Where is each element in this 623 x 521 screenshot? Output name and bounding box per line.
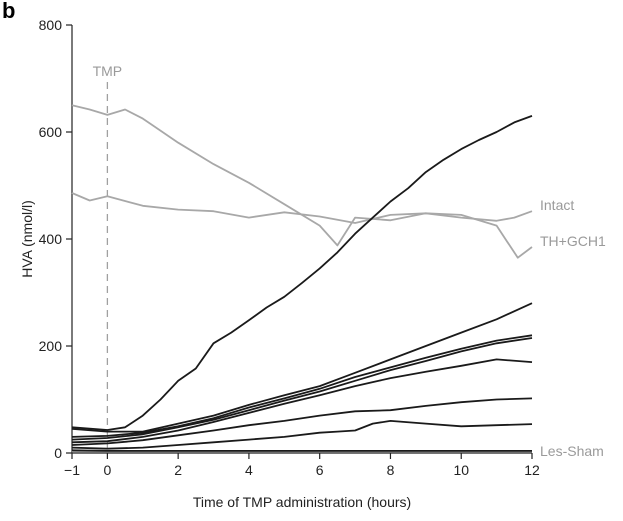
series-line-10 [71, 420, 533, 450]
series-line-2 [71, 104, 533, 259]
x-tick-label: 8 [387, 462, 395, 478]
annotations: TMP [93, 63, 123, 453]
x-tick-label: 10 [453, 462, 469, 478]
x-tick-label: 6 [316, 462, 324, 478]
series-line-7 [71, 337, 533, 441]
series-line-4 [71, 115, 533, 431]
x-tick-label: 0 [103, 462, 111, 478]
series-line-6 [71, 334, 533, 438]
series-line-8 [71, 358, 533, 444]
series-label: Intact [540, 197, 574, 213]
y-axis-title: HVA (nmol/l) [19, 200, 35, 278]
x-tick-label: 12 [524, 462, 540, 478]
series-line-1 [71, 192, 533, 224]
series-line-11 [71, 449, 532, 452]
x-tick-label: 2 [174, 462, 182, 478]
y-tick-label: 200 [39, 338, 63, 354]
series-labels: Intact TH+GCH1 Les-Sham [540, 197, 606, 459]
series-lines [71, 104, 533, 453]
x-axis-title: Time of TMP administration (hours) [193, 494, 411, 510]
series-line-9 [71, 397, 533, 446]
series-label: TH+GCH1 [540, 233, 606, 249]
y-tick-label: 0 [54, 445, 62, 461]
x-tick-label: 4 [245, 462, 253, 478]
y-tick-label: 600 [39, 124, 63, 140]
series-label: Les-Sham [540, 443, 604, 459]
series-line-5 [71, 302, 533, 433]
tmp-annotation-label: TMP [93, 63, 123, 79]
y-tick-label: 400 [39, 231, 63, 247]
x-tick-label: −1 [64, 462, 80, 478]
panel-label: b [2, 0, 15, 23]
y-tick-label: 800 [39, 17, 63, 33]
